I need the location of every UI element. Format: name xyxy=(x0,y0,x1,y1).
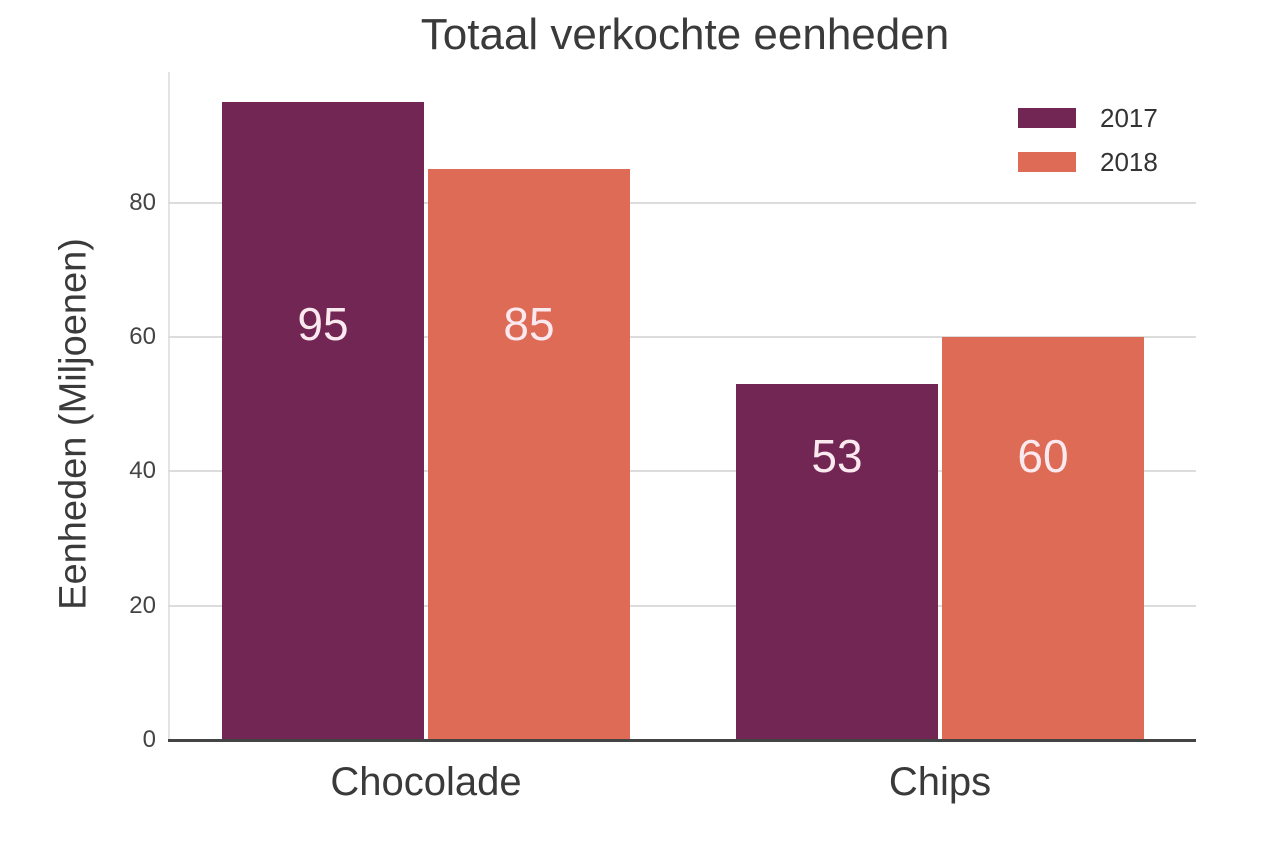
y-axis-line xyxy=(168,72,170,740)
bar-chocolade-2017: 95 xyxy=(222,102,424,740)
y-tick-label: 40 xyxy=(129,457,156,485)
legend-swatch xyxy=(1018,152,1076,172)
legend: 2017 2018 xyxy=(1018,96,1158,184)
legend-item-2018: 2018 xyxy=(1018,140,1158,184)
legend-label: 2017 xyxy=(1100,102,1158,133)
bar-chips-2017: 53 xyxy=(736,384,938,740)
y-tick-label: 80 xyxy=(129,188,156,216)
bar-value-label: 95 xyxy=(297,298,349,350)
bar-chocolade-2018: 85 xyxy=(428,169,630,740)
y-tick-label: 20 xyxy=(129,591,156,619)
y-tick-label: 0 xyxy=(142,726,156,753)
x-tick-label: Chips xyxy=(888,760,992,804)
bar-value-label: 53 xyxy=(811,430,863,482)
plot-area: 0 20 40 60 80 95 85 Chocolade 53 60 Chips xyxy=(129,72,1196,804)
gridline xyxy=(168,604,1196,607)
y-tick-label: 60 xyxy=(129,323,156,351)
x-tick-label: Chocolade xyxy=(330,760,522,804)
chart-title: Totaal verkochte eenheden xyxy=(420,10,950,59)
legend-item-2017: 2017 xyxy=(1018,96,1158,140)
bar-value-label: 85 xyxy=(503,298,555,350)
gridline xyxy=(168,201,1196,204)
y-axis-label: Eenheden (Miljoenen) xyxy=(52,238,95,610)
legend-swatch xyxy=(1018,108,1076,128)
x-axis-line xyxy=(168,739,1196,742)
gridline xyxy=(168,336,1196,339)
bar-chips-2018: 60 xyxy=(942,337,1144,740)
legend-label: 2018 xyxy=(1100,146,1158,177)
gridline xyxy=(168,470,1196,473)
bar-value-label: 60 xyxy=(1017,430,1069,482)
